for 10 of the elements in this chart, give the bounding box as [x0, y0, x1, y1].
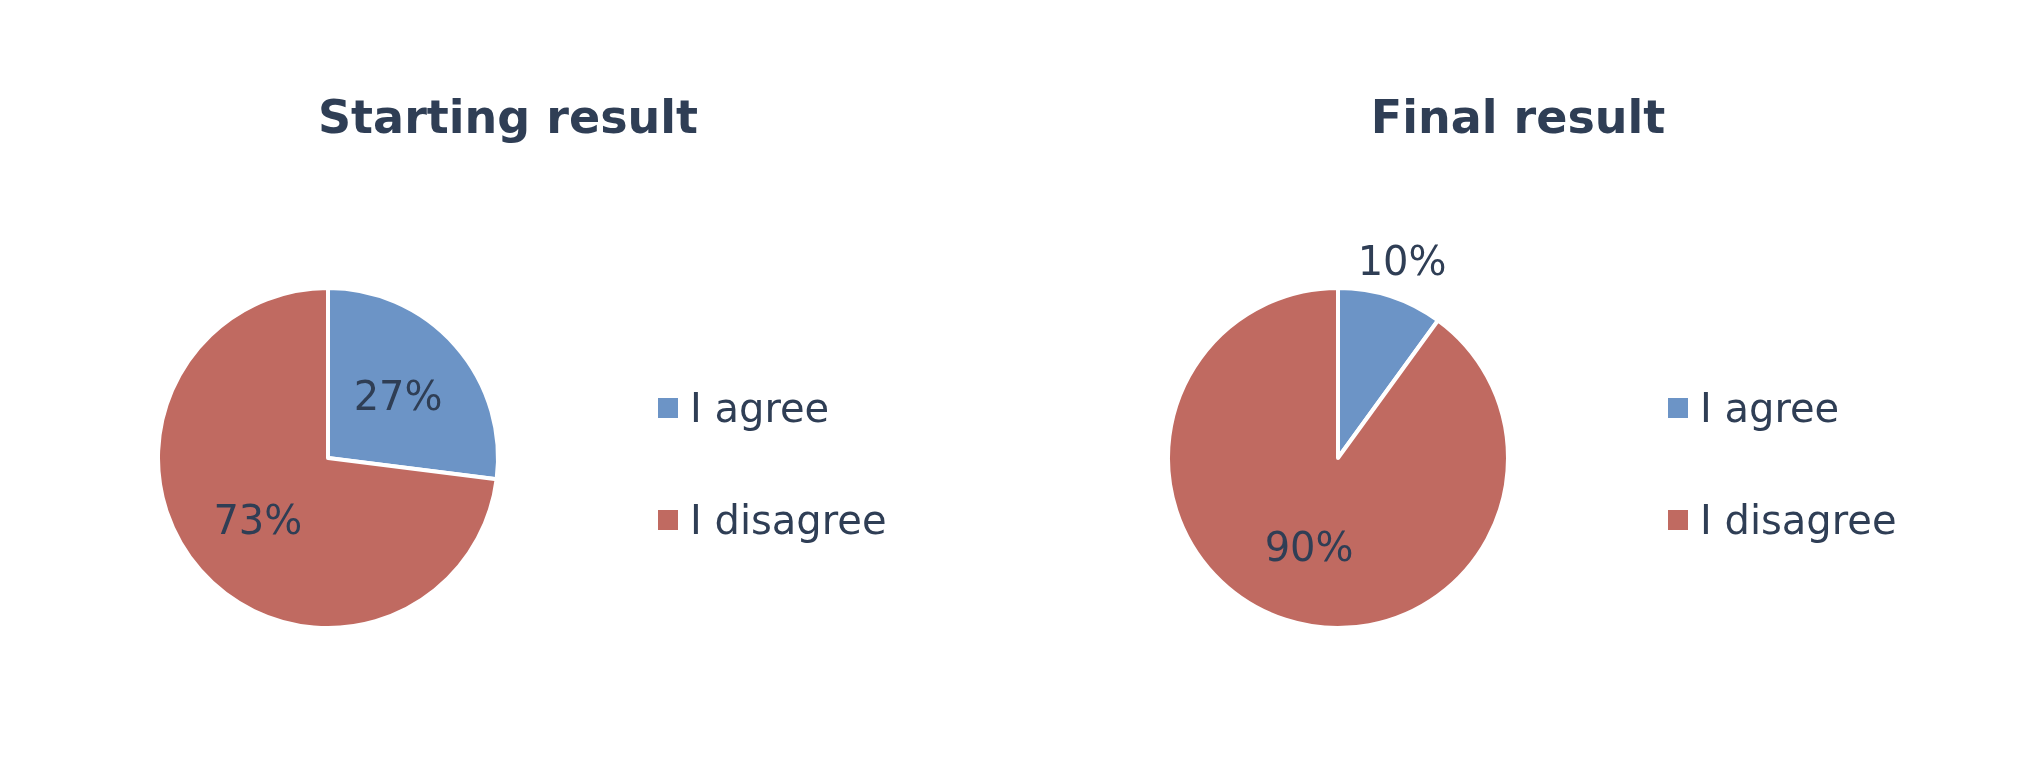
data-label: 90%: [1264, 523, 1354, 570]
data-label: 73%: [213, 496, 303, 543]
chart-title: Final result: [1370, 90, 1666, 144]
legend-label: I agree: [690, 385, 830, 431]
data-label: 10%: [1357, 237, 1447, 284]
data-label: 27%: [353, 373, 443, 420]
legend-label: I disagree: [690, 497, 887, 543]
chart-title: Starting result: [317, 90, 699, 144]
legend-label: I agree: [1700, 385, 1840, 431]
legend-label: I disagree: [1700, 497, 1897, 543]
